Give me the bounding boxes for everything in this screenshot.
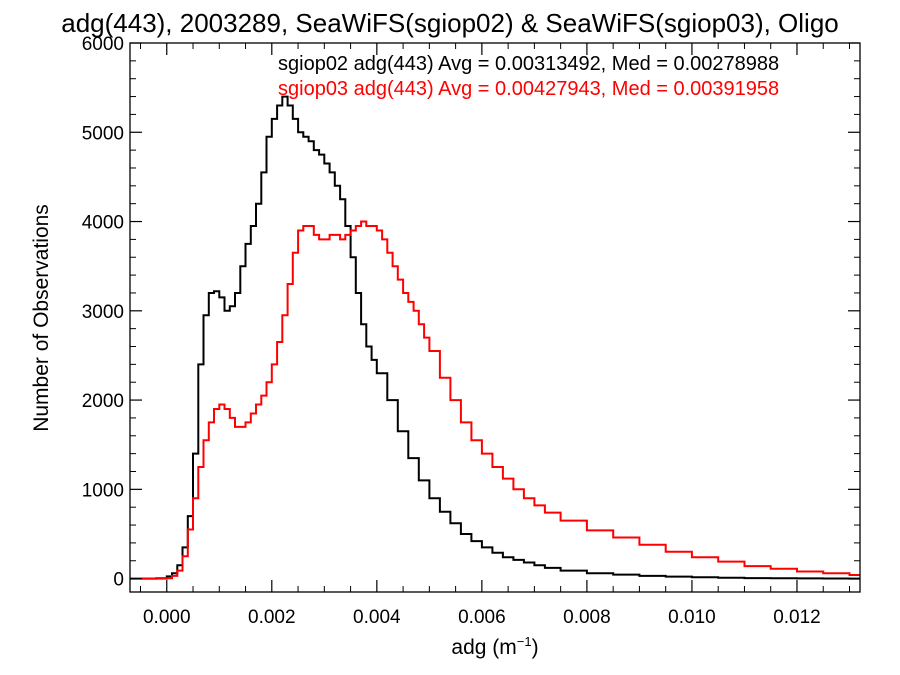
x-tick-label: 0.000 — [143, 607, 191, 628]
x-tick-label: 0.002 — [248, 607, 296, 628]
series-layer — [130, 95, 860, 580]
x-tick-label: 0.004 — [353, 607, 401, 628]
y-axis-label: Number of Observations — [30, 204, 53, 432]
y-tick-label: 1000 — [82, 480, 124, 501]
chart-title: adg(443), 2003289, SeaWiFS(sgiop02) & Se… — [61, 8, 839, 38]
y-tick-label: 3000 — [82, 302, 124, 323]
x-axis-label-close: ) — [532, 636, 539, 659]
x-axis-label-exponent: −1 — [517, 634, 532, 649]
y-axis: 0 1000 2000 3000 4000 5000 6000 — [82, 34, 860, 591]
x-axis-label-text: adg (m — [451, 636, 516, 659]
x-axis: 0.000 0.002 0.004 0.006 0.008 0.010 0.012 — [140, 43, 850, 628]
series-line-sgiop02 — [130, 95, 860, 580]
y-tick-label: 0 — [113, 570, 124, 591]
x-tick-label: 0.006 — [458, 607, 506, 628]
x-tick-label: 0.012 — [773, 607, 821, 628]
y-tick-label: 5000 — [82, 123, 124, 144]
y-tick-label: 4000 — [82, 213, 124, 234]
y-tick-label: 6000 — [82, 34, 124, 55]
y-tick-label: 2000 — [82, 391, 124, 412]
x-tick-label: 0.010 — [668, 607, 716, 628]
legend-entry-sgiop03: sgiop03 adg(443) Avg = 0.00427943, Med =… — [278, 78, 779, 100]
plot-frame — [129, 42, 861, 593]
legend-entry-sgiop02: sgiop02 adg(443) Avg = 0.00313492, Med =… — [278, 53, 779, 75]
x-tick-label: 0.008 — [563, 607, 611, 628]
x-axis-label: adg (m−1) — [451, 634, 538, 659]
legend: sgiop02 adg(443) Avg = 0.00313492, Med =… — [278, 53, 779, 100]
series-line-sgiop03 — [130, 220, 860, 580]
